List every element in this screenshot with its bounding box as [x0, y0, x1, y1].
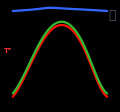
Text: ⬛: ⬛	[109, 9, 116, 22]
Text: Tᵉ: Tᵉ	[4, 48, 12, 54]
